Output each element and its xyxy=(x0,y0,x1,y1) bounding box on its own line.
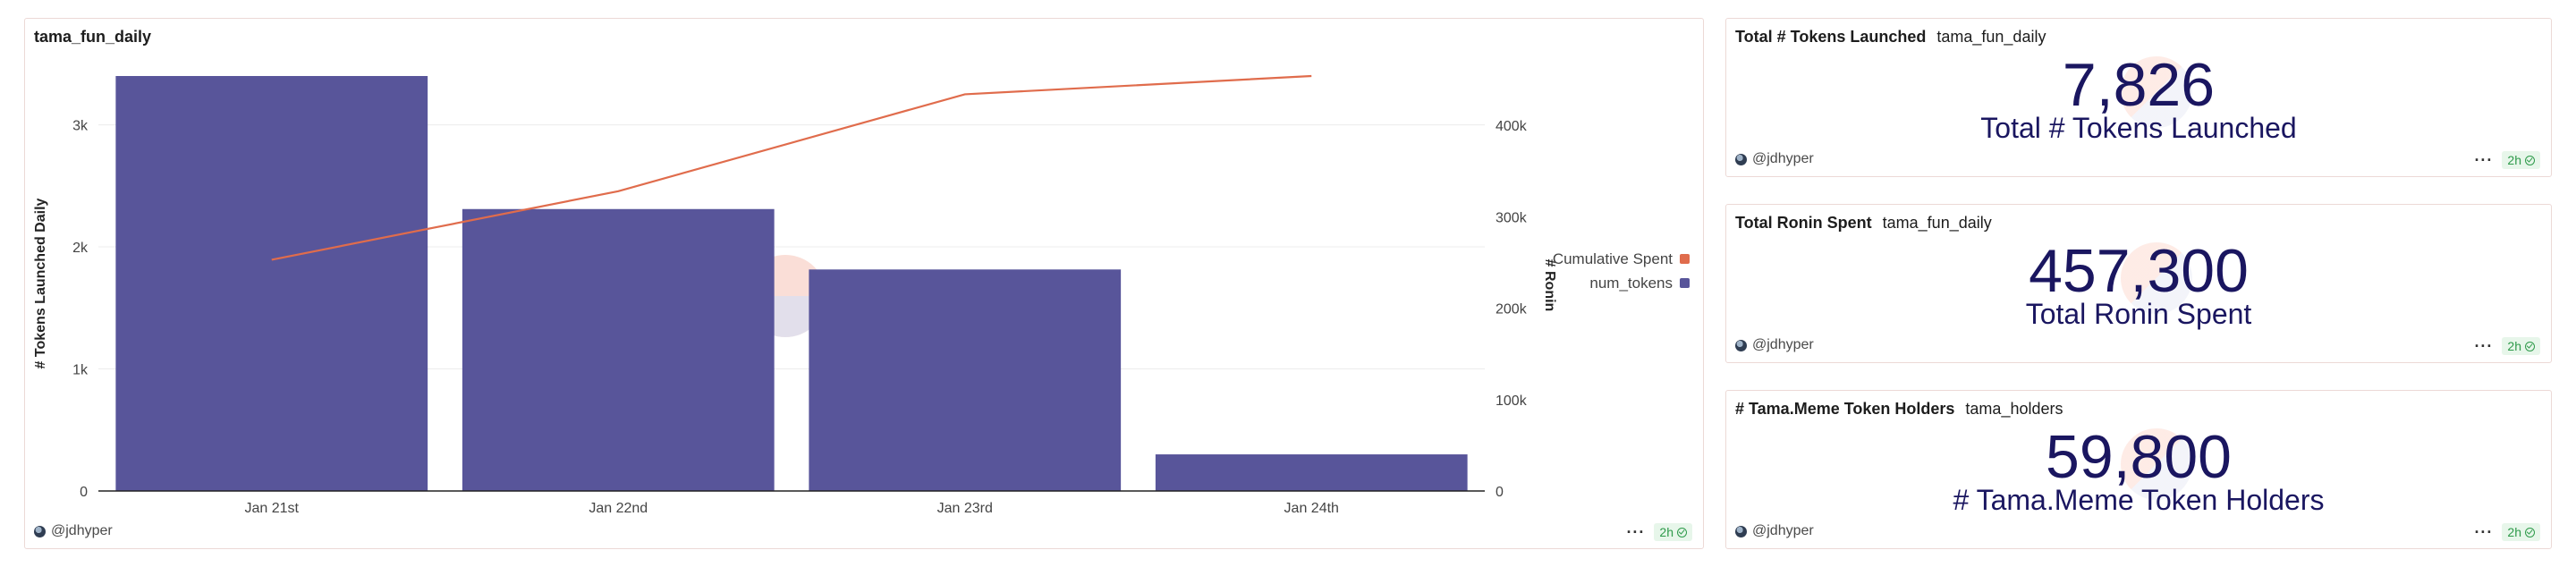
dune-watermark-icon xyxy=(2121,428,2192,500)
legend-swatch xyxy=(1680,278,1690,288)
counter-footer-user[interactable]: @jdhyper xyxy=(1735,523,1814,539)
bar-2 xyxy=(462,208,775,492)
counter-footer-user[interactable]: @jdhyper xyxy=(1735,151,1814,167)
user-name: @jdhyper xyxy=(51,523,113,538)
x-tick-label: Jan 23rd xyxy=(937,501,993,516)
refresh-age-badge: 2h xyxy=(2502,151,2540,169)
more-dots-icon[interactable]: ··· xyxy=(1626,523,1646,541)
counter-source[interactable]: tama_fun_daily xyxy=(1882,214,1992,232)
counter-label: Total # Tokens Launched xyxy=(1980,112,2297,144)
check-circle-icon xyxy=(1677,527,1687,537)
bar-4 xyxy=(1155,454,1468,491)
chart-title[interactable]: tama_fun_daily xyxy=(34,28,152,46)
age-text: 2h xyxy=(2507,339,2521,353)
y2-tick-label: 100k xyxy=(1496,394,1528,409)
x-tick-label: Jan 22nd xyxy=(589,501,648,516)
bar-3 xyxy=(809,269,1122,491)
age-text: 2h xyxy=(1659,525,1674,539)
more-dots-icon[interactable]: ··· xyxy=(2474,337,2494,355)
counter-footer-actions: ··· 2h xyxy=(2474,523,2540,541)
counter-title[interactable]: Total # Tokens Launched xyxy=(1735,28,1927,46)
counter-footer-actions: ··· 2h xyxy=(2474,151,2540,169)
counter-ronin-spent: Total Ronin Spent tama_fun_daily 457,300 … xyxy=(1725,204,2552,363)
age-text: 2h xyxy=(2507,153,2521,167)
counter-value: 59,800 xyxy=(2046,423,2232,491)
age-text: 2h xyxy=(2507,525,2521,539)
refresh-age-badge: 2h xyxy=(2502,337,2540,355)
bar-1 xyxy=(115,76,428,491)
x-tick-label: Jan 24th xyxy=(1284,501,1339,516)
series-line-cumulative-spent xyxy=(271,74,1312,261)
y2-tick-label: 0 xyxy=(1496,485,1504,500)
user-avatar-icon xyxy=(34,525,46,537)
chart-footer-actions: ··· 2h xyxy=(1626,523,1692,541)
dune-watermark-icon xyxy=(2121,56,2192,128)
y-tick-label: 0 xyxy=(80,485,88,500)
counter-source[interactable]: tama_holders xyxy=(1965,400,2063,418)
chart-footer-user[interactable]: @jdhyper xyxy=(34,523,113,539)
user-avatar-icon xyxy=(1735,339,1747,351)
y-tick-label: 2k xyxy=(72,241,89,256)
y2-axis-title: # Ronin xyxy=(1542,259,1557,312)
counter-token-holders: # Tama.Meme Token Holders tama_holders 59… xyxy=(1725,390,2552,549)
user-name: @jdhyper xyxy=(1752,337,1814,352)
counter-footer-actions: ··· 2h xyxy=(2474,337,2540,355)
check-circle-icon xyxy=(2525,527,2535,537)
legend-swatch xyxy=(1680,254,1690,264)
more-dots-icon[interactable]: ··· xyxy=(2474,151,2494,169)
y-tick-label: 1k xyxy=(72,363,89,378)
refresh-age-badge: 2h xyxy=(1654,523,1692,541)
dune-watermark-icon xyxy=(2121,242,2192,314)
user-name: @jdhyper xyxy=(1752,523,1814,538)
more-dots-icon[interactable]: ··· xyxy=(2474,523,2494,541)
check-circle-icon xyxy=(2525,341,2535,351)
counter-tokens-launched: Total # Tokens Launched tama_fun_daily 7,… xyxy=(1725,18,2552,177)
legend-label: Cumulative Spent xyxy=(1553,250,1673,267)
legend-label: num_tokens xyxy=(1589,275,1673,292)
counter-footer-user[interactable]: @jdhyper xyxy=(1735,337,1814,353)
y2-tick-label: 300k xyxy=(1496,210,1528,225)
x-tick-label: Jan 21st xyxy=(245,501,300,516)
user-name: @jdhyper xyxy=(1752,151,1814,166)
y-tick-label: 3k xyxy=(72,119,89,134)
y-axis-title: # Tokens Launched Daily xyxy=(33,198,48,368)
user-avatar-icon xyxy=(1735,153,1747,165)
counter-value: 7,826 xyxy=(2062,51,2216,119)
check-circle-icon xyxy=(2525,155,2535,165)
counter-value: 457,300 xyxy=(2029,237,2249,305)
counter-label: # Tama.Meme Token Holders xyxy=(1953,484,2325,516)
counter-source[interactable]: tama_fun_daily xyxy=(1936,28,2046,46)
counter-title[interactable]: Total Ronin Spent xyxy=(1735,214,1872,232)
counter-title[interactable]: # Tama.Meme Token Holders xyxy=(1735,400,1955,418)
user-avatar-icon xyxy=(1735,525,1747,537)
y2-tick-label: 200k xyxy=(1496,302,1528,317)
counter-label: Total Ronin Spent xyxy=(2025,298,2252,330)
refresh-age-badge: 2h xyxy=(2502,523,2540,541)
y2-tick-label: 400k xyxy=(1496,119,1528,134)
